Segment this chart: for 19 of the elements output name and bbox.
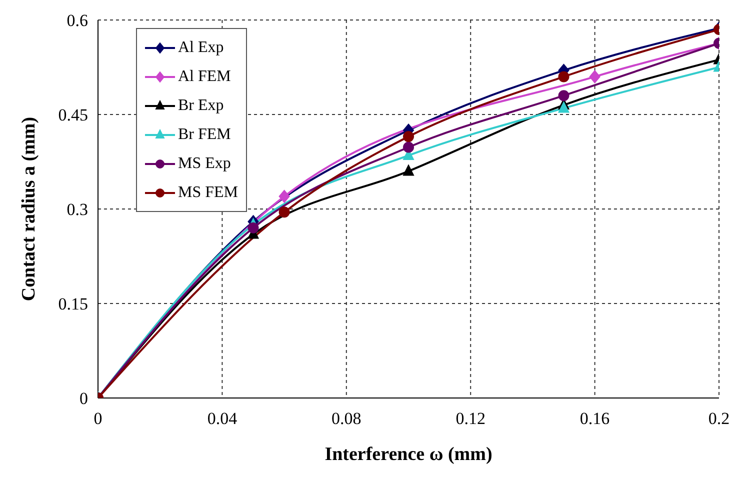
y-tick-label: 0.45 bbox=[58, 106, 88, 125]
legend-label: Al FEM bbox=[178, 68, 231, 86]
legend-label: MS FEM bbox=[178, 184, 238, 202]
x-tick-label: 0.04 bbox=[207, 409, 238, 428]
y-tick-label: 0.15 bbox=[58, 294, 88, 314]
x-axis-title: Interference ω (mm) bbox=[324, 444, 492, 465]
x-tick-label: 0 bbox=[94, 409, 102, 428]
x-tick-label: 0.16 bbox=[580, 409, 610, 428]
y-tick-label: 0.3 bbox=[66, 200, 88, 220]
x-tick-label: 0.2 bbox=[708, 409, 730, 428]
y-axis-title: Contact radius a (mm) bbox=[18, 116, 40, 302]
x-tick-label: 0.08 bbox=[332, 409, 362, 428]
legend-label: Br FEM bbox=[178, 126, 231, 144]
x-tick-label: 0.12 bbox=[456, 409, 486, 428]
y-tick-label: 0.6 bbox=[66, 11, 88, 30]
y-tick-label: 0 bbox=[80, 389, 88, 408]
legend-label: Br Exp bbox=[178, 96, 224, 114]
legend-label: MS Exp bbox=[178, 154, 231, 172]
legend-label: Al Exp bbox=[178, 38, 224, 56]
